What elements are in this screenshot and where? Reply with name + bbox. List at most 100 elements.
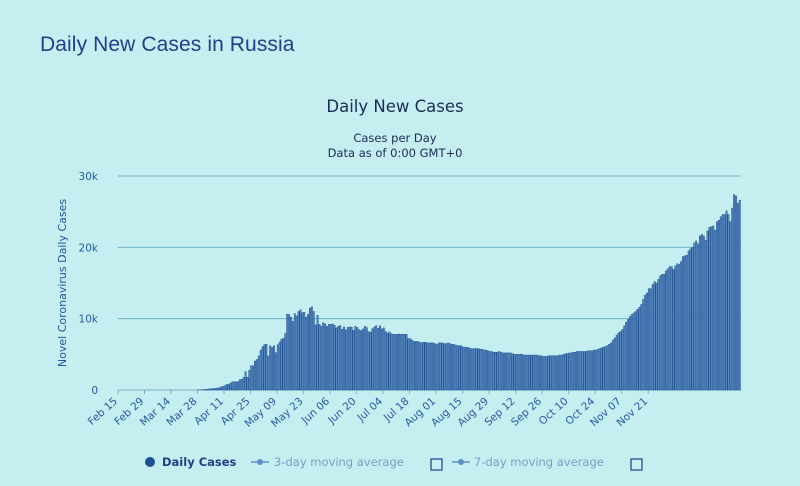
bar[interactable] [593, 349, 595, 391]
bar[interactable] [225, 384, 228, 391]
bar[interactable] [655, 282, 658, 391]
bar[interactable] [335, 327, 338, 391]
bar[interactable] [687, 250, 690, 391]
bar[interactable] [617, 332, 620, 391]
bar[interactable] [358, 329, 361, 391]
bar[interactable] [433, 343, 436, 391]
bar[interactable] [208, 388, 211, 391]
bar[interactable] [238, 379, 241, 391]
bar[interactable] [246, 376, 249, 391]
legend-item-7-day-average[interactable]: 7-day moving average [452, 455, 643, 471]
bar[interactable] [309, 307, 311, 391]
bar[interactable] [498, 351, 501, 391]
bar[interactable] [204, 389, 207, 391]
bar[interactable] [505, 352, 508, 391]
bar[interactable] [568, 352, 571, 391]
bar[interactable] [375, 325, 378, 391]
bar[interactable] [221, 386, 224, 391]
bar[interactable] [630, 314, 633, 391]
bar[interactable] [303, 312, 306, 391]
bar[interactable] [291, 321, 294, 391]
bar[interactable] [636, 309, 639, 391]
bar[interactable] [632, 312, 635, 391]
bar[interactable] [674, 265, 677, 391]
bar[interactable] [220, 386, 222, 391]
bar[interactable] [339, 325, 342, 391]
bar[interactable] [585, 351, 588, 391]
bar[interactable] [386, 332, 389, 391]
bar[interactable] [454, 344, 457, 391]
bar[interactable] [488, 351, 491, 391]
bar[interactable] [327, 324, 330, 391]
bar[interactable] [227, 384, 230, 391]
bar[interactable] [710, 226, 713, 391]
bar[interactable] [276, 344, 279, 391]
bar[interactable] [638, 307, 641, 391]
bar[interactable] [346, 327, 349, 391]
bar[interactable] [314, 324, 317, 391]
bar[interactable] [305, 316, 308, 391]
bar[interactable] [437, 342, 440, 391]
bar[interactable] [627, 319, 629, 391]
bar[interactable] [458, 345, 461, 391]
bar[interactable] [473, 348, 476, 391]
bar[interactable] [443, 343, 446, 391]
bar[interactable] [299, 309, 302, 391]
bar[interactable] [405, 334, 408, 391]
bar[interactable] [731, 207, 734, 391]
bar[interactable] [534, 354, 537, 391]
bar[interactable] [540, 355, 542, 391]
bar[interactable] [683, 255, 686, 391]
bar[interactable] [462, 346, 465, 391]
bar[interactable] [719, 216, 722, 391]
bar[interactable] [428, 342, 431, 391]
bar[interactable] [577, 351, 580, 391]
bar[interactable] [521, 354, 523, 391]
bar[interactable] [468, 347, 470, 391]
bar[interactable] [267, 355, 270, 391]
bar[interactable] [608, 344, 611, 391]
bar[interactable] [598, 348, 601, 391]
bar[interactable] [401, 334, 404, 391]
bar[interactable] [691, 247, 694, 391]
bar[interactable] [738, 200, 741, 391]
bar[interactable] [706, 230, 709, 391]
bar[interactable] [663, 274, 665, 391]
bar[interactable] [583, 351, 586, 391]
bar[interactable] [329, 324, 332, 391]
bar[interactable] [665, 270, 667, 391]
bar[interactable] [379, 325, 381, 391]
bar[interactable] [439, 342, 442, 391]
legend-item-3-day-average[interactable]: 3-day moving average [251, 455, 443, 471]
bar[interactable] [237, 381, 239, 391]
bar[interactable] [282, 338, 285, 391]
bar[interactable] [704, 239, 707, 391]
bar[interactable] [536, 354, 539, 391]
bar[interactable] [574, 351, 576, 391]
bar[interactable] [541, 356, 544, 391]
bar[interactable] [522, 354, 525, 391]
bar[interactable] [274, 352, 277, 391]
bar[interactable] [566, 353, 569, 391]
bar[interactable] [392, 334, 395, 391]
bar[interactable] [646, 292, 648, 391]
bar[interactable] [244, 371, 247, 391]
bar[interactable] [420, 342, 423, 391]
bar[interactable] [649, 288, 652, 391]
bar[interactable] [354, 326, 357, 391]
bar[interactable] [492, 351, 495, 391]
bar[interactable] [490, 351, 493, 391]
bar[interactable] [286, 313, 289, 391]
bar[interactable] [390, 333, 393, 391]
bar[interactable] [396, 334, 398, 391]
bar[interactable] [218, 387, 220, 391]
bar[interactable] [699, 235, 701, 391]
bar[interactable] [214, 388, 217, 391]
bar[interactable] [560, 354, 563, 391]
bar[interactable] [502, 352, 505, 391]
bar[interactable] [418, 341, 421, 391]
bar[interactable] [670, 266, 673, 391]
bar[interactable] [377, 328, 380, 391]
bar[interactable] [507, 352, 510, 391]
bar[interactable] [399, 334, 402, 391]
